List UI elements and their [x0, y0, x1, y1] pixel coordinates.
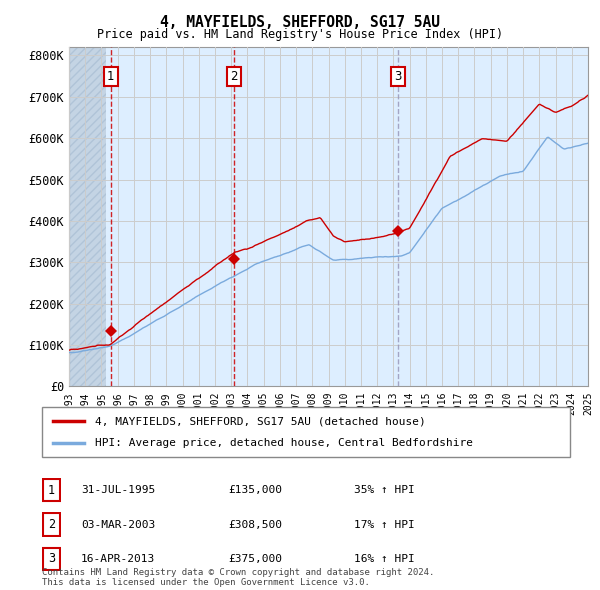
- Text: £308,500: £308,500: [228, 520, 282, 529]
- Text: 16-APR-2013: 16-APR-2013: [81, 554, 155, 563]
- Text: 3: 3: [394, 70, 402, 83]
- FancyBboxPatch shape: [43, 479, 60, 502]
- Text: 1: 1: [107, 70, 115, 83]
- Text: 03-MAR-2003: 03-MAR-2003: [81, 520, 155, 529]
- Text: 4, MAYFIELDS, SHEFFORD, SG17 5AU (detached house): 4, MAYFIELDS, SHEFFORD, SG17 5AU (detach…: [95, 416, 425, 426]
- FancyBboxPatch shape: [42, 407, 570, 457]
- Text: 16% ↑ HPI: 16% ↑ HPI: [354, 554, 415, 563]
- Text: Price paid vs. HM Land Registry's House Price Index (HPI): Price paid vs. HM Land Registry's House …: [97, 28, 503, 41]
- Text: 35% ↑ HPI: 35% ↑ HPI: [354, 486, 415, 495]
- Text: 4, MAYFIELDS, SHEFFORD, SG17 5AU: 4, MAYFIELDS, SHEFFORD, SG17 5AU: [160, 15, 440, 30]
- Text: 17% ↑ HPI: 17% ↑ HPI: [354, 520, 415, 529]
- Text: £135,000: £135,000: [228, 486, 282, 495]
- FancyBboxPatch shape: [43, 548, 60, 570]
- Text: 2: 2: [230, 70, 238, 83]
- Text: HPI: Average price, detached house, Central Bedfordshire: HPI: Average price, detached house, Cent…: [95, 438, 473, 448]
- FancyBboxPatch shape: [43, 513, 60, 536]
- Text: 3: 3: [48, 552, 55, 565]
- Text: Contains HM Land Registry data © Crown copyright and database right 2024.
This d: Contains HM Land Registry data © Crown c…: [42, 568, 434, 587]
- Text: 1: 1: [48, 484, 55, 497]
- Text: 31-JUL-1995: 31-JUL-1995: [81, 486, 155, 495]
- Text: 2: 2: [48, 518, 55, 531]
- Text: £375,000: £375,000: [228, 554, 282, 563]
- Bar: [69, 47, 106, 386]
